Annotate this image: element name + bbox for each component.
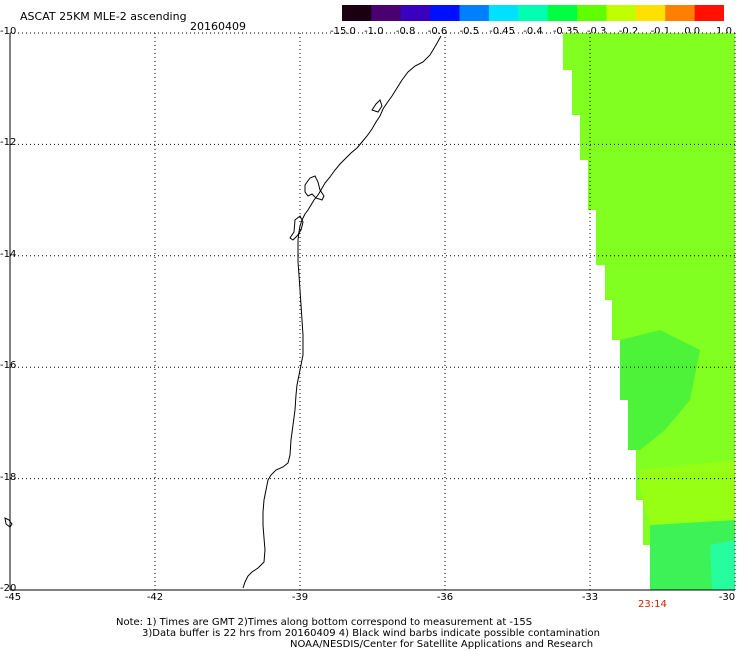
colorbar-segment bbox=[518, 5, 549, 21]
colorbar-label: -0.4 bbox=[523, 26, 543, 37]
lat-label: -18 bbox=[0, 471, 17, 483]
swath-patch-cyan bbox=[710, 540, 735, 590]
product-date: 20160409 bbox=[190, 20, 246, 33]
lat-label: -14 bbox=[0, 248, 17, 260]
lon-label: -45 bbox=[4, 592, 22, 603]
colorbar bbox=[342, 5, 724, 21]
gridlines bbox=[10, 32, 736, 590]
colorbar-segment bbox=[694, 5, 724, 21]
colorbar-segment bbox=[430, 5, 461, 21]
lon-label: -42 bbox=[146, 592, 164, 603]
colorbar-label: -0.45 bbox=[489, 26, 516, 37]
colorbar-label: 0.0 bbox=[684, 26, 701, 37]
colorbar-label: -1.0 bbox=[364, 26, 384, 37]
swath-patch-yellowgreen bbox=[640, 460, 735, 525]
colorbar-segment bbox=[400, 5, 431, 21]
colorbar-label: 1.0 bbox=[716, 26, 732, 37]
lon-label: -30 bbox=[718, 592, 736, 603]
colorbar-label: -0.35 bbox=[552, 26, 579, 37]
coastline-bay bbox=[304, 175, 325, 201]
pass-time: 23:14 bbox=[638, 599, 667, 610]
colorbar-label: -0.3 bbox=[586, 26, 607, 37]
colorbar-label: -0.6 bbox=[427, 26, 448, 37]
lat-label: -10 bbox=[0, 26, 17, 37]
coastline bbox=[242, 35, 442, 589]
coastline-island bbox=[4, 517, 13, 528]
colorbar-segment bbox=[371, 5, 402, 21]
lat-label: -20 bbox=[0, 583, 17, 594]
lat-label: -16 bbox=[0, 360, 17, 372]
coastline-bay-2 bbox=[289, 215, 304, 241]
colorbar-segment bbox=[635, 5, 666, 21]
note-line-2: 3)Data buffer is 22 hrs from 20160409 4)… bbox=[142, 628, 600, 639]
note-line-3: NOAA/NESDIS/Center for Satellite Applica… bbox=[290, 639, 594, 650]
colorbar-label: -15.0 bbox=[330, 26, 356, 37]
colorbar-label: -0.5 bbox=[459, 26, 480, 37]
lat-label: -12 bbox=[0, 137, 17, 149]
colorbar-segment bbox=[459, 5, 490, 21]
product-title: ASCAT 25KM MLE-2 ascending bbox=[20, 10, 187, 23]
colorbar-label: -0.8 bbox=[395, 26, 416, 37]
colorbar-segment bbox=[606, 5, 637, 21]
colorbar-gradient bbox=[342, 5, 724, 21]
swath-patch-green bbox=[620, 330, 700, 450]
colorbar-label: -0.1 bbox=[650, 26, 671, 37]
note-line-1: Note: 1) Times are GMT 2)Times along bot… bbox=[116, 617, 533, 628]
lon-label: -39 bbox=[291, 592, 309, 603]
colorbar-segment bbox=[547, 5, 578, 21]
coastline-inlet bbox=[371, 99, 383, 113]
colorbar-segment bbox=[665, 5, 696, 21]
colorbar-segment bbox=[488, 5, 519, 21]
colorbar-segment bbox=[342, 5, 372, 21]
lon-label: -33 bbox=[581, 592, 599, 603]
wind-swath bbox=[563, 33, 735, 590]
colorbar-segment bbox=[577, 5, 607, 21]
colorbar-label: -0.2 bbox=[618, 26, 639, 37]
colorbar-labels: -15.0 -1.0 -0.8 -0.6 -0.5 -0.45 -0.4 -0.35 -0.3-… bbox=[0, 0, 740, 40]
swath-region bbox=[563, 33, 735, 590]
lon-label: -36 bbox=[436, 592, 454, 603]
